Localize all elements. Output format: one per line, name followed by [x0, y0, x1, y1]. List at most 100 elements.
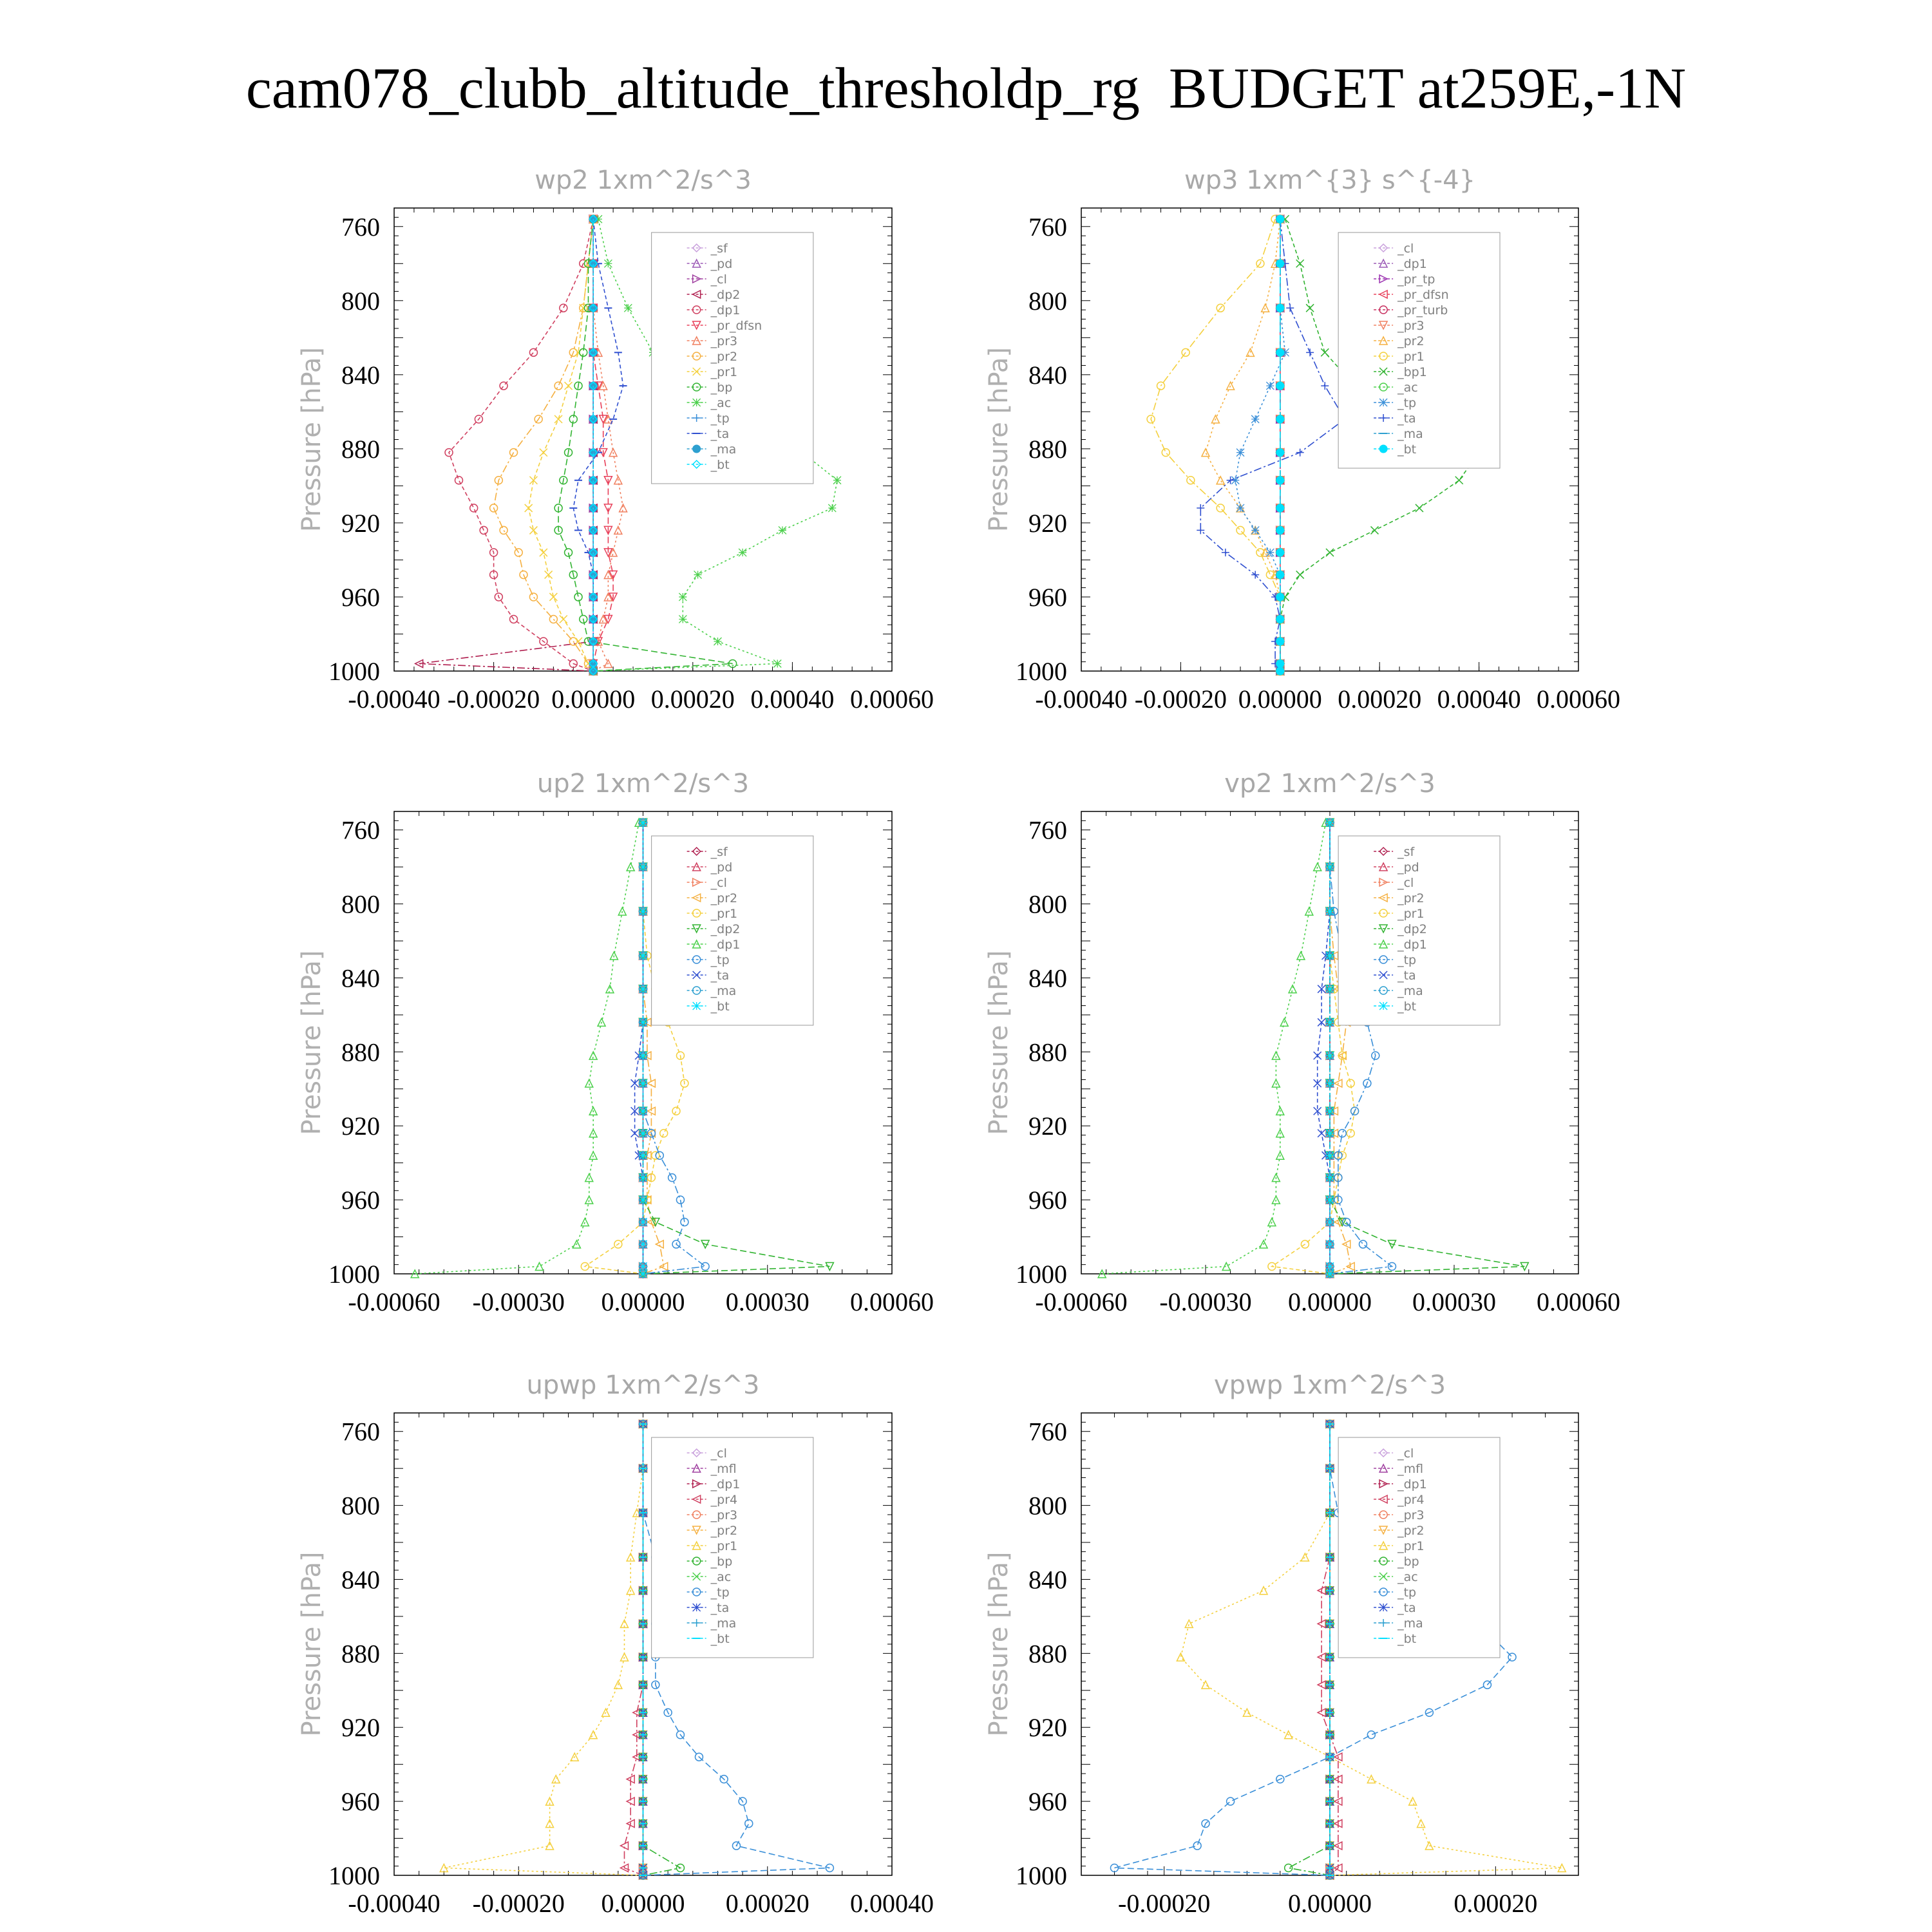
data-point	[1200, 1680, 1211, 1689]
data-point	[578, 614, 588, 624]
data-point	[494, 592, 504, 601]
data-point	[639, 1195, 647, 1204]
x-tick-label: -0.00060	[1035, 1287, 1127, 1316]
legend-label: _bt	[710, 1632, 730, 1646]
legend-label: _ma	[710, 984, 737, 998]
data-point	[1325, 548, 1334, 557]
legend-label: _sf	[1397, 845, 1415, 859]
legend-label: _pd	[710, 257, 733, 271]
data-point	[1276, 476, 1285, 485]
legend-marker	[1379, 846, 1388, 857]
data-point	[589, 381, 598, 391]
legend-marker	[1378, 1463, 1388, 1473]
panel-title: wp3 1xm^{3} s^{-4}	[1184, 166, 1475, 195]
legend: _cl_mfl_dp1_pr4_pr3_pr2_pr1_bp_ac_tp_ta_…	[1338, 1437, 1501, 1658]
data-point	[1226, 1797, 1235, 1806]
legend-marker	[692, 367, 701, 376]
data-point	[828, 504, 837, 513]
legend-marker	[692, 1463, 701, 1473]
plot-frame	[393, 207, 893, 672]
data-point	[625, 1774, 635, 1784]
data-point	[584, 1195, 594, 1204]
y-tick-label: 1000	[1016, 657, 1067, 686]
data-point	[1276, 303, 1285, 312]
data-point	[1325, 951, 1334, 960]
legend-marker	[692, 258, 701, 268]
data-point	[1341, 1217, 1351, 1227]
legend-label: _tp	[1397, 953, 1416, 967]
legend-marker	[1379, 1001, 1388, 1010]
x-tick-label: -0.00040	[348, 685, 440, 714]
data-point	[639, 1173, 647, 1182]
legend-marker	[1379, 444, 1388, 453]
data-point	[554, 526, 563, 535]
data-point	[1333, 1863, 1343, 1873]
legend-label: _dp1	[710, 938, 741, 952]
data-point	[1371, 1051, 1380, 1060]
series-pr2	[489, 214, 598, 676]
data-point	[603, 259, 612, 268]
data-point	[625, 862, 636, 871]
legend-marker	[1379, 971, 1388, 980]
data-point	[1329, 1128, 1339, 1138]
data-point	[1276, 381, 1285, 390]
legend-label: _pr_dfsn	[1397, 288, 1449, 302]
y-tick-label: 760	[1028, 816, 1067, 845]
data-point	[630, 1079, 639, 1088]
data-point	[646, 1078, 656, 1088]
data-point	[1267, 1262, 1276, 1271]
data-point	[1256, 548, 1265, 557]
data-point	[1482, 1680, 1492, 1689]
y-tick-label: 760	[341, 213, 380, 242]
legend-marker	[692, 414, 701, 422]
legend-marker	[1378, 336, 1388, 345]
data-point	[1256, 259, 1265, 269]
data-point	[680, 1217, 689, 1227]
data-point	[479, 526, 488, 535]
data-point	[439, 1862, 449, 1873]
legend-label: _dp1	[710, 1477, 741, 1492]
legend-marker	[692, 444, 701, 453]
y-tick-label: 840	[341, 963, 380, 992]
legend-marker	[1378, 1540, 1388, 1550]
legend-marker	[692, 459, 701, 469]
legend-label: _mfl	[710, 1462, 737, 1476]
x-tick-label: -0.00040	[348, 1889, 440, 1918]
series-line	[592, 219, 614, 671]
data-point	[1276, 659, 1285, 668]
data-point	[1271, 1078, 1281, 1088]
data-point	[1329, 1173, 1339, 1182]
y-tick-label: 1000	[328, 657, 380, 686]
series-dp1	[410, 817, 644, 1278]
data-point	[535, 1261, 544, 1271]
data-point	[1221, 1261, 1231, 1271]
y-tick-label: 960	[1028, 583, 1067, 612]
legend-marker	[1379, 352, 1388, 361]
data-point	[1325, 1129, 1334, 1138]
legend-label: _cl	[710, 1446, 727, 1461]
data-point	[589, 592, 598, 602]
data-point	[589, 526, 598, 535]
data-point	[1193, 1841, 1202, 1850]
data-point	[608, 547, 618, 557]
data-point	[549, 592, 558, 601]
series-line	[593, 219, 838, 672]
data-point	[489, 570, 498, 580]
y-tick-label: 960	[1028, 1787, 1067, 1816]
data-point	[663, 1708, 672, 1718]
y-tick-label: 840	[1028, 963, 1067, 992]
legend-label: _ma	[1397, 1616, 1423, 1631]
legend-marker	[692, 1603, 701, 1612]
series-line	[1180, 1424, 1562, 1876]
legend-label: _pr1	[1397, 350, 1424, 364]
data-point	[1296, 951, 1306, 960]
data-point	[1286, 304, 1294, 312]
data-point	[529, 476, 538, 485]
legend-marker	[692, 1448, 701, 1458]
legend-marker	[1379, 1603, 1388, 1612]
x-tick-label: 0.00000	[1288, 1287, 1372, 1316]
series-bt	[1276, 214, 1285, 676]
legend-marker	[1378, 1494, 1388, 1504]
data-point	[554, 381, 563, 390]
data-point	[608, 570, 618, 580]
